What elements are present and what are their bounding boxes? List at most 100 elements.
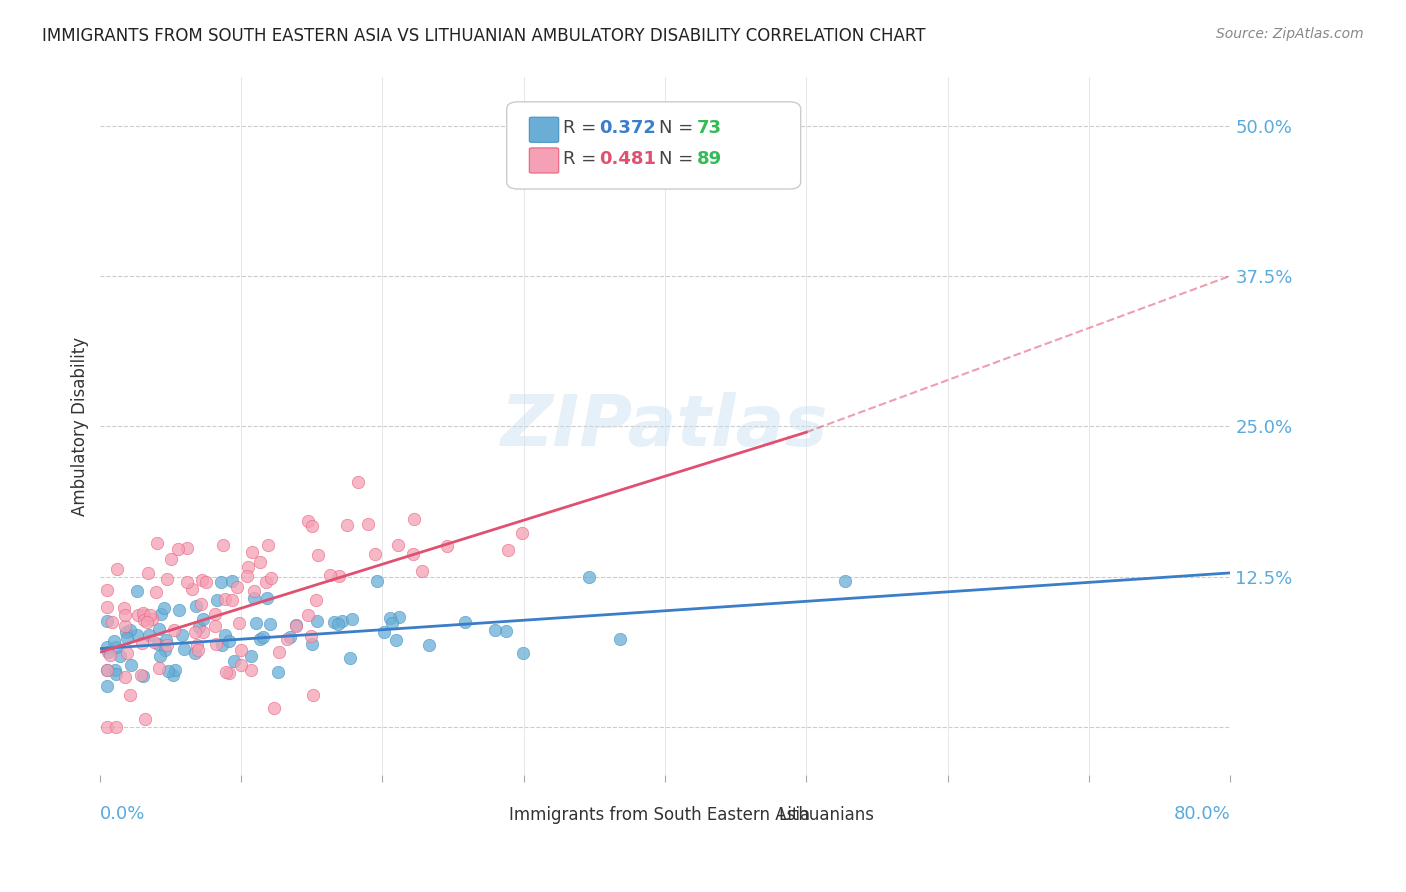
- Point: [304, 593, 326, 607]
- Point: [142, 635, 165, 649]
- Point: [103, 634, 125, 648]
- Point: [120, 658, 142, 673]
- Point: [252, 630, 274, 644]
- Point: [114, 625, 136, 640]
- Point: [204, 607, 226, 621]
- Point: [259, 617, 281, 632]
- Point: [104, 720, 127, 734]
- Point: [155, 633, 177, 648]
- Point: [366, 574, 388, 588]
- Point: [243, 591, 266, 605]
- Point: [299, 629, 322, 643]
- Point: [191, 625, 214, 640]
- Point: [512, 525, 534, 540]
- Text: 0.481: 0.481: [599, 150, 657, 168]
- Point: [305, 614, 328, 628]
- Point: [156, 638, 179, 652]
- Point: [167, 542, 190, 557]
- Point: [240, 545, 263, 559]
- Point: [135, 615, 157, 630]
- Text: IMMIGRANTS FROM SOUTH EASTERN ASIA VS LITHUANIAN AMBULATORY DISABILITY CORRELATI: IMMIGRANTS FROM SOUTH EASTERN ASIA VS LI…: [42, 27, 925, 45]
- Point: [114, 670, 136, 684]
- Point: [167, 603, 190, 617]
- Point: [141, 612, 163, 626]
- Point: [267, 644, 290, 658]
- Point: [184, 624, 207, 639]
- Point: [402, 548, 425, 562]
- Point: [117, 632, 139, 646]
- Point: [114, 607, 136, 622]
- Point: [96, 720, 118, 734]
- Point: [402, 512, 425, 526]
- Point: [162, 668, 184, 682]
- Point: [176, 541, 198, 556]
- Point: [132, 607, 155, 622]
- Point: [148, 622, 170, 636]
- Point: [249, 555, 271, 569]
- Point: [229, 657, 252, 672]
- Point: [194, 575, 217, 590]
- Point: [131, 635, 153, 649]
- Point: [609, 632, 631, 646]
- Point: [138, 566, 160, 581]
- Point: [254, 574, 277, 589]
- Point: [214, 592, 236, 607]
- Point: [224, 654, 246, 668]
- Point: [297, 514, 319, 528]
- Text: Source: ZipAtlas.com: Source: ZipAtlas.com: [1216, 27, 1364, 41]
- FancyBboxPatch shape: [477, 802, 506, 829]
- FancyBboxPatch shape: [529, 117, 558, 143]
- Point: [267, 665, 290, 680]
- Point: [127, 607, 149, 622]
- Point: [190, 573, 212, 587]
- Point: [319, 568, 342, 582]
- Point: [117, 647, 139, 661]
- Text: Lithuanians: Lithuanians: [778, 805, 875, 823]
- Point: [96, 614, 118, 628]
- Point: [186, 638, 208, 652]
- Point: [276, 632, 298, 646]
- Text: 73: 73: [696, 120, 721, 137]
- Point: [186, 599, 208, 613]
- Point: [512, 647, 534, 661]
- Point: [214, 628, 236, 642]
- Point: [256, 538, 278, 552]
- Point: [148, 660, 170, 674]
- Point: [330, 614, 353, 628]
- Point: [127, 627, 149, 641]
- Point: [96, 663, 118, 677]
- Point: [578, 570, 600, 584]
- Point: [187, 619, 209, 633]
- Point: [495, 624, 517, 638]
- Point: [215, 665, 238, 679]
- Point: [328, 568, 350, 582]
- Point: [339, 651, 361, 665]
- Point: [153, 600, 176, 615]
- Point: [163, 663, 186, 677]
- Point: [101, 615, 124, 629]
- Point: [134, 712, 156, 726]
- Point: [149, 649, 172, 664]
- Point: [323, 615, 346, 629]
- Point: [114, 619, 136, 633]
- Point: [411, 564, 433, 578]
- Point: [127, 583, 149, 598]
- Text: 89: 89: [696, 150, 721, 168]
- Point: [209, 574, 232, 589]
- Point: [187, 643, 209, 657]
- Point: [454, 615, 477, 630]
- Point: [235, 568, 257, 582]
- Point: [340, 612, 363, 626]
- Point: [104, 663, 127, 677]
- Point: [285, 619, 308, 633]
- Point: [380, 615, 402, 630]
- Y-axis label: Ambulatory Disability: Ambulatory Disability: [72, 336, 89, 516]
- Point: [297, 607, 319, 622]
- Point: [378, 611, 401, 625]
- Point: [260, 571, 283, 585]
- Point: [150, 607, 173, 621]
- Text: 0.372: 0.372: [599, 120, 657, 137]
- Point: [145, 536, 167, 550]
- Point: [96, 663, 118, 677]
- Point: [181, 582, 204, 597]
